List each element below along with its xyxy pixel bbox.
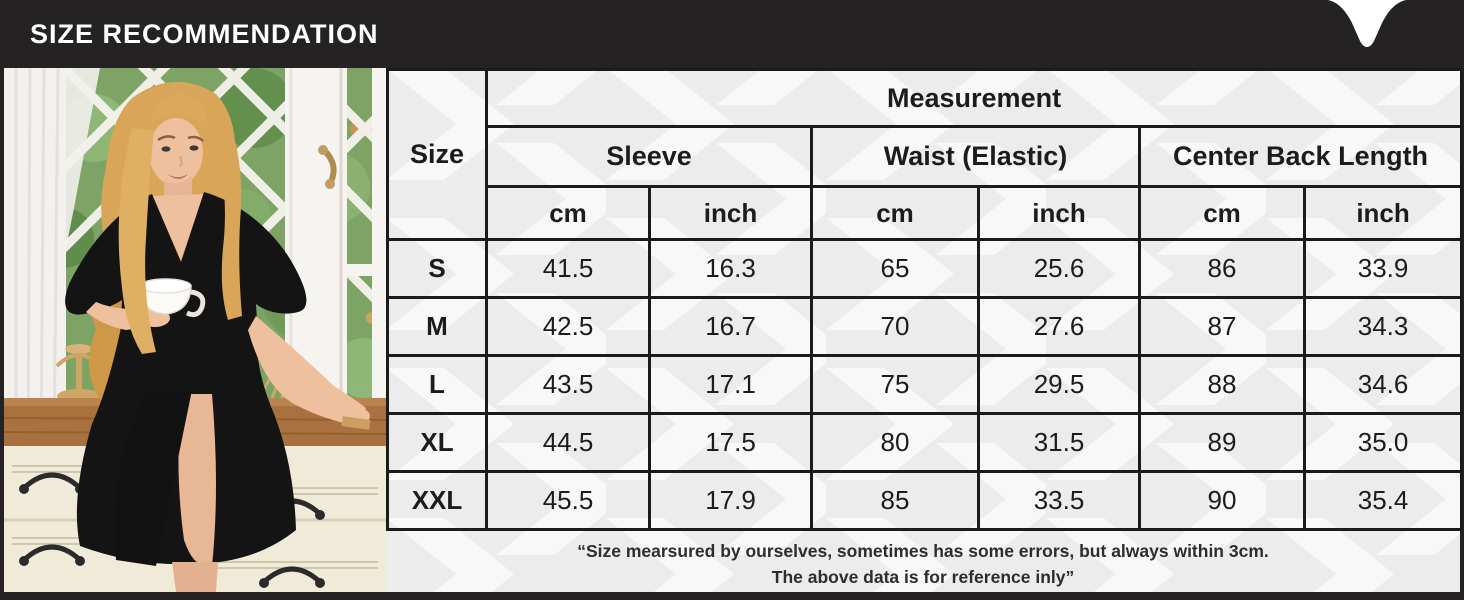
page-title: SIZE RECOMMENDATION [30,18,379,49]
value-cell: 44.5 [485,412,651,473]
teacup-icon [139,278,206,317]
value-cell: 16.3 [648,238,813,299]
size-cell: L [386,354,488,415]
size-cell: S [386,238,488,299]
brass-handle-icon [318,145,337,189]
unit-header: inch [977,185,1141,241]
value-cell: 31.5 [977,412,1141,473]
header-bar: SIZE RECOMMENDATION [0,0,1464,68]
value-cell: 17.9 [648,470,813,531]
column-group-center-back-length: Center Back Length [1137,125,1464,188]
column-group-sleeve: Sleeve [485,125,813,188]
table-row: S 41.5 16.3 65 25.6 86 33.9 [386,238,1464,299]
size-cell: XL [386,412,488,473]
value-cell: 41.5 [485,238,651,299]
value-cell: 87 [1138,296,1306,357]
size-cell: XXL [386,470,488,531]
value-cell: 29.5 [977,354,1141,415]
disclaimer-line-1: “Size mearsured by ourselves, sometimes … [577,541,1269,561]
product-photo-illustration [4,68,386,592]
value-cell: 85 [810,470,980,531]
value-cell: 80 [810,412,980,473]
value-cell: 33.5 [977,470,1141,531]
curtain [4,68,100,449]
unit-header: inch [648,185,813,241]
value-cell: 27.6 [977,296,1141,357]
model-figure [65,81,371,592]
table-row: XXL 45.5 17.9 85 33.5 90 35.4 [386,470,1464,531]
table-row: L 43.5 17.1 75 29.5 88 34.6 [386,354,1464,415]
table-header-measurement: Measurement [484,68,1464,128]
value-cell: 89 [1138,412,1306,473]
product-photo [4,68,386,592]
unit-header: cm [1138,185,1306,241]
value-cell: 42.5 [485,296,651,357]
value-cell: 17.1 [648,354,813,415]
value-cell: 70 [810,296,980,357]
column-group-waist: Waist (Elastic) [810,125,1141,188]
value-cell: 75 [810,354,980,415]
size-chart-table: Size Measurement Sleeve Waist (Elastic) … [386,68,1464,531]
disclaimer-line-2: The above data is for reference inly” [771,567,1075,588]
value-cell: 35.4 [1302,470,1464,531]
down-triangle-icon [1328,0,1406,47]
size-cell: M [386,296,488,357]
unit-header: cm [485,185,651,241]
unit-header: cm [810,185,980,241]
value-cell: 17.5 [648,412,813,473]
value-cell: 43.5 [485,354,651,415]
size-table-panel: Size Measurement Sleeve Waist (Elastic) … [386,68,1464,592]
value-cell: 16.7 [648,296,813,357]
value-cell: 25.6 [977,238,1141,299]
table-row: M 42.5 16.7 70 27.6 87 34.3 [386,296,1464,357]
table-row: XL 44.5 17.5 80 31.5 89 35.0 [386,412,1464,473]
value-cell: 90 [1138,470,1306,531]
value-cell: 88 [1138,354,1306,415]
column-header-size: Size [386,68,488,241]
value-cell: 86 [1138,238,1306,299]
value-cell: 34.3 [1302,296,1464,357]
value-cell: 45.5 [485,470,651,531]
value-cell: 33.9 [1302,238,1464,299]
unit-header: inch [1302,185,1464,241]
value-cell: 34.6 [1302,354,1464,415]
value-cell: 65 [810,238,980,299]
value-cell: 35.0 [1302,412,1464,473]
size-disclaimer: “Size mearsured by ourselves, sometimes … [386,538,1460,591]
